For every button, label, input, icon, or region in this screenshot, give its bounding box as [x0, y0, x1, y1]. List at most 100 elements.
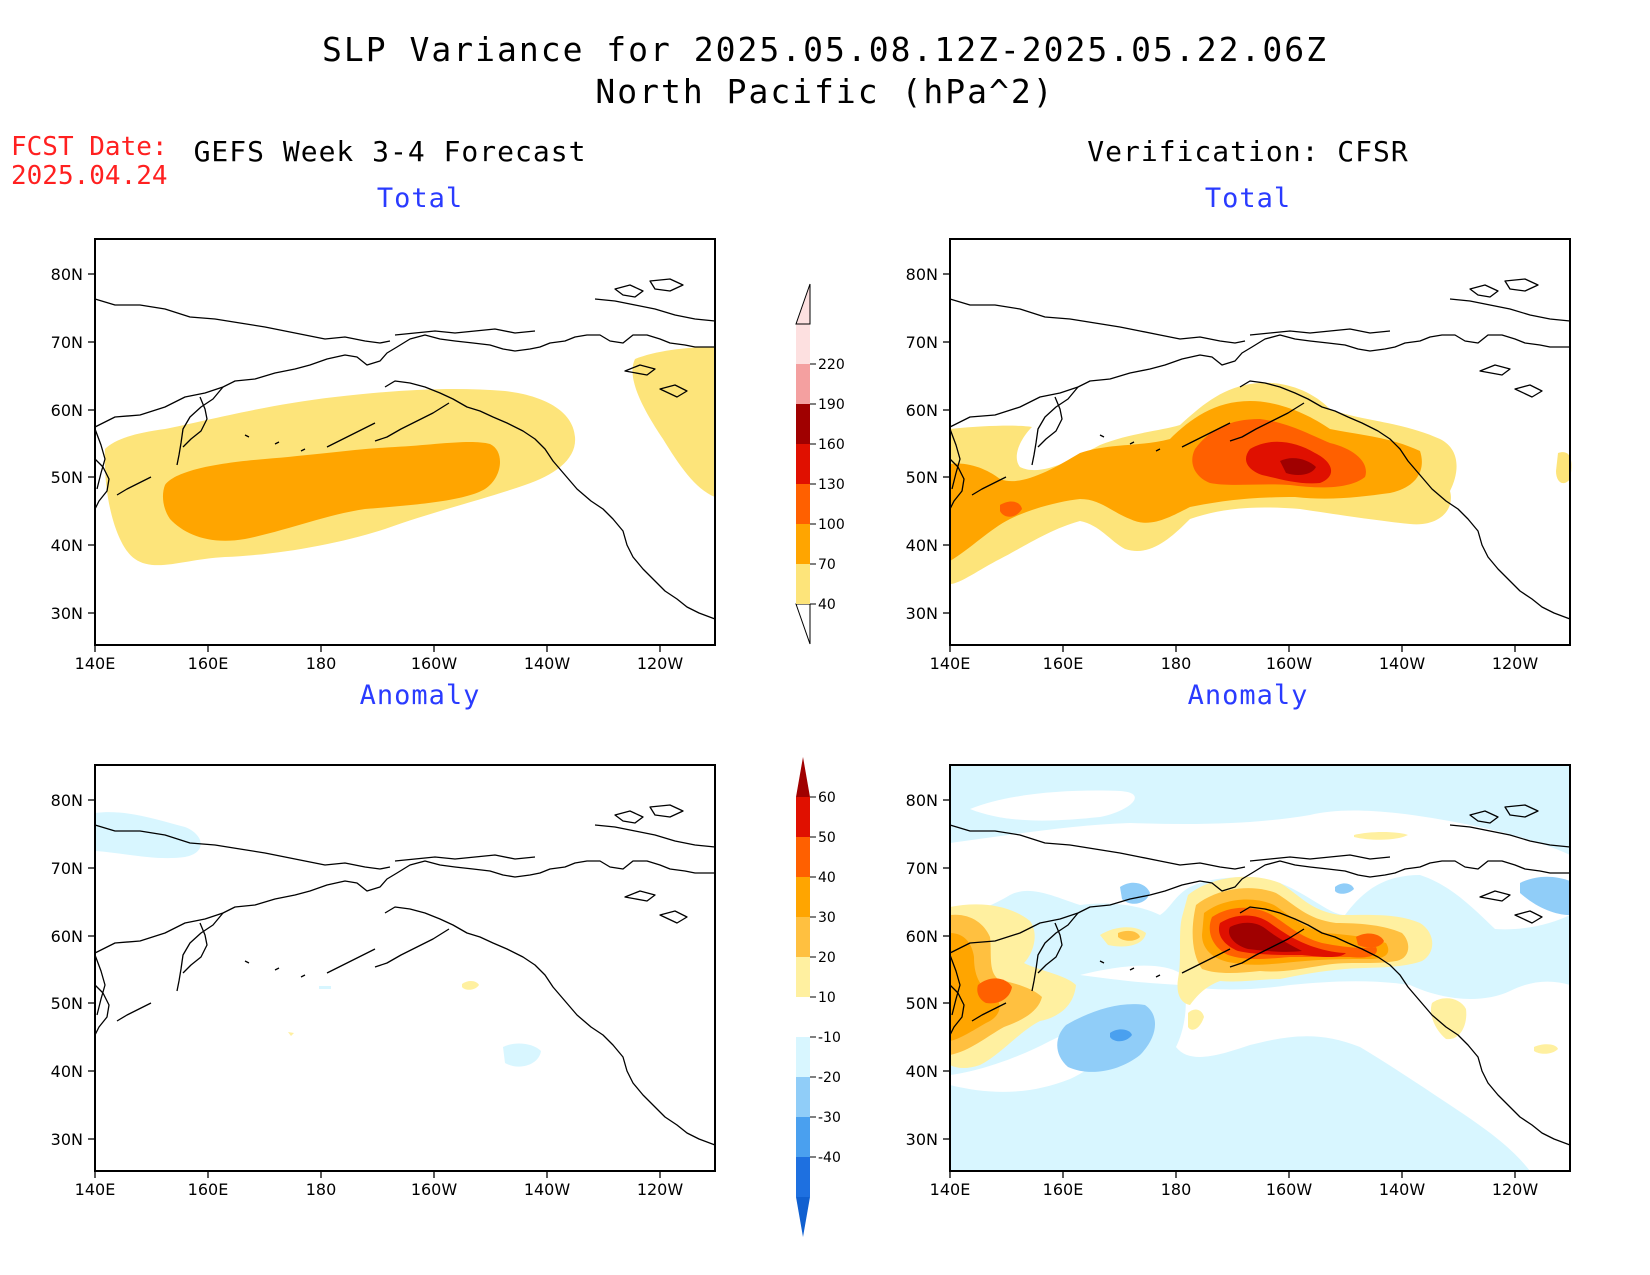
lon-tick-label: 160E [188, 1180, 229, 1199]
colorbar-tick-label: 40 [818, 870, 836, 886]
verification-anomaly-pos10-far-east [1534, 1044, 1558, 1054]
lon-tick-label: 140E [75, 1180, 116, 1199]
lat-tick-label: 70N [906, 859, 938, 878]
total-colorbar: 40 70 100 130 160 190 220 [795, 283, 845, 645]
lon-tick-label: 160E [1043, 1180, 1084, 1199]
lon-tick-label: 120W [1492, 654, 1539, 673]
lon-tick-label: 160W [1266, 654, 1313, 673]
lat-tick-label: 80N [906, 265, 938, 284]
verification-anomaly-neg30-sw [1110, 1029, 1132, 1042]
colorbar-low-end [796, 1197, 810, 1237]
lon-tick-label: 140W [1379, 1180, 1426, 1199]
forecast-total-map [94, 238, 716, 646]
verification-anomaly-pos20-small [1118, 930, 1140, 941]
colorbar-tick-label: -20 [818, 1070, 841, 1086]
lon-tick-label: 140W [1379, 654, 1426, 673]
lat-tick-label: 30N [906, 1130, 938, 1149]
colorbar-bin [796, 484, 810, 524]
colorbar-tick-label: 40 [818, 597, 836, 613]
lat-tick-label: 40N [906, 536, 938, 555]
colorbar-tick-label: 190 [818, 397, 845, 413]
verification-column-title: Verification: CFSR [1087, 135, 1409, 168]
verification-total-east-40 [1556, 452, 1572, 484]
forecast-anomaly-neg10-dot [319, 986, 331, 989]
forecast-total-70-contour [162, 442, 501, 541]
lon-tick-label: 160E [1043, 654, 1084, 673]
fcst-date-value: 2025.04.24 [11, 161, 168, 191]
colorbar-high-end [796, 757, 810, 797]
colorbar-tick-label: 100 [818, 517, 845, 533]
colorbar-bin [796, 797, 810, 837]
colorbar-high-end [795, 283, 811, 325]
colorbar-tick-label: 50 [818, 830, 836, 846]
fcst-date-label: FCST Date: [11, 132, 168, 162]
lon-tick-label: 140W [524, 654, 571, 673]
colorbar-tick-label: -40 [818, 1150, 841, 1166]
colorbar-low-end [795, 603, 811, 645]
lat-tick-label: 70N [51, 859, 83, 878]
verification-anomaly-neg20-ak [1335, 883, 1354, 894]
colorbar-tick-label: 130 [818, 477, 845, 493]
lat-tick-label: 30N [51, 604, 83, 623]
colorbar-bin [796, 524, 810, 564]
figure-title-line2: North Pacific (hPa^2) [595, 72, 1055, 111]
colorbar-tick-label: -10 [818, 1030, 841, 1046]
colorbar-bin [796, 1037, 810, 1077]
colorbar-tick-label: 20 [818, 950, 836, 966]
verification-anomaly-pos10-center-s [1188, 1009, 1204, 1030]
colorbar-bin [796, 1157, 810, 1197]
forecast-anomaly-subtitle: Anomaly [359, 680, 481, 711]
colorbar-bin [796, 997, 810, 1037]
colorbar-tick-label: 70 [818, 557, 836, 573]
forecast-anomaly-map [94, 764, 716, 1172]
colorbar-tick-label: 30 [818, 910, 836, 926]
colorbar-bin [796, 957, 810, 997]
forecast-column-title: GEFS Week 3-4 Forecast [193, 135, 587, 168]
verification-anomaly-white-band [950, 810, 1570, 930]
lon-tick-label: 160W [1266, 1180, 1313, 1199]
lon-tick-label: 140E [930, 1180, 971, 1199]
forecast-anomaly-neg10-small [503, 1043, 541, 1067]
colorbar-tick-label: 220 [818, 357, 845, 373]
figure-title-line1: SLP Variance for 2025.05.08.12Z-2025.05.… [322, 30, 1328, 69]
colorbar-bin [796, 1117, 810, 1157]
colorbar-bin [796, 877, 810, 917]
lon-tick-label: 140E [930, 654, 971, 673]
colorbar-bin [796, 404, 810, 444]
verification-anomaly-neg20-sw [1057, 1004, 1156, 1072]
verification-anomaly-neg20-ne [1520, 876, 1570, 915]
lat-tick-label: 60N [906, 401, 938, 420]
lon-tick-label: 180 [306, 654, 337, 673]
forecast-anomaly-pos10-dot [462, 981, 479, 990]
verification-anomaly-pos10-east [1430, 998, 1467, 1040]
colorbar-bin [796, 564, 810, 604]
lat-tick-label: 40N [51, 1062, 83, 1081]
lat-tick-label: 30N [906, 604, 938, 623]
verification-total-subtitle: Total [1204, 183, 1292, 214]
lon-tick-label: 160W [411, 654, 458, 673]
lat-tick-label: 40N [51, 536, 83, 555]
lon-tick-label: 120W [1492, 1180, 1539, 1199]
lat-tick-label: 30N [51, 1130, 83, 1149]
lat-tick-label: 60N [906, 927, 938, 946]
lat-tick-label: 80N [51, 791, 83, 810]
colorbar-tick-label: 60 [818, 790, 836, 806]
colorbar-bin [796, 917, 810, 957]
colorbar-tick-label: -30 [818, 1110, 841, 1126]
lat-tick-label: 50N [906, 468, 938, 487]
lat-tick-label: 80N [906, 791, 938, 810]
verification-total-map [949, 238, 1572, 646]
colorbar-tick-label: 10 [818, 990, 836, 1006]
verification-anomaly-neg10-center [1220, 1049, 1352, 1105]
lon-tick-label: 120W [637, 1180, 684, 1199]
lon-tick-label: 180 [1161, 654, 1192, 673]
colorbar-bin [796, 444, 810, 484]
lat-tick-label: 50N [906, 994, 938, 1013]
forecast-anomaly-pos10-dot2 [288, 1032, 294, 1036]
verification-total-100-west [1000, 501, 1022, 517]
verification-anomaly-neg20-north [1120, 882, 1150, 904]
colorbar-bin [796, 1077, 810, 1117]
verification-anomaly-pos60-center [1228, 922, 1302, 952]
lat-tick-label: 70N [51, 333, 83, 352]
